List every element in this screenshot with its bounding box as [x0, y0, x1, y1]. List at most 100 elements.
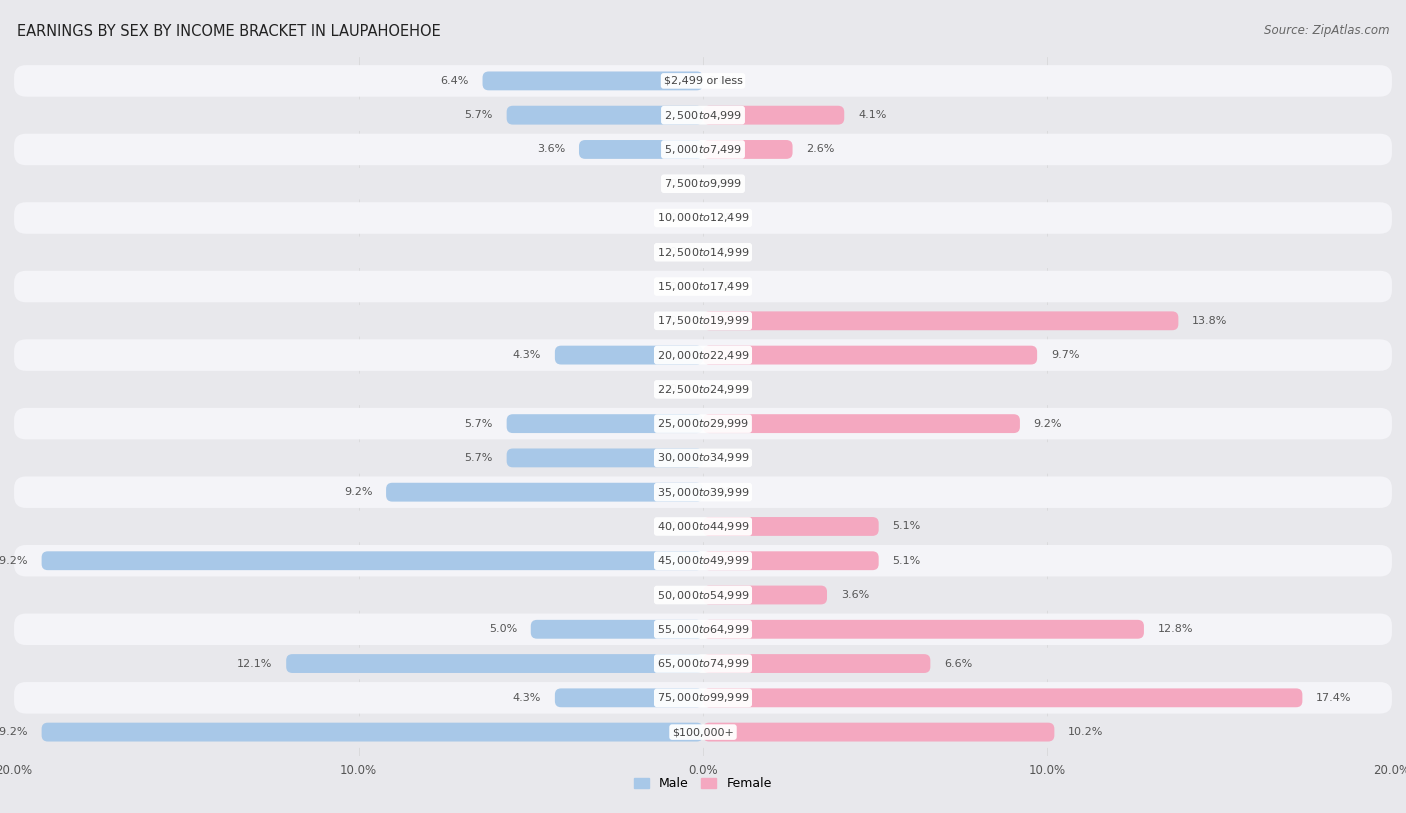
FancyBboxPatch shape [287, 654, 703, 673]
Text: 5.7%: 5.7% [464, 111, 494, 120]
FancyBboxPatch shape [14, 408, 1392, 439]
FancyBboxPatch shape [387, 483, 703, 502]
FancyBboxPatch shape [14, 65, 1392, 97]
Text: 3.6%: 3.6% [841, 590, 869, 600]
Text: 5.1%: 5.1% [893, 521, 921, 532]
Text: 0.0%: 0.0% [669, 281, 697, 292]
FancyBboxPatch shape [555, 689, 703, 707]
FancyBboxPatch shape [703, 140, 793, 159]
FancyBboxPatch shape [506, 414, 703, 433]
FancyBboxPatch shape [14, 579, 1392, 611]
FancyBboxPatch shape [703, 620, 1144, 639]
FancyBboxPatch shape [42, 723, 703, 741]
FancyBboxPatch shape [14, 271, 1392, 302]
Text: 5.0%: 5.0% [489, 624, 517, 634]
Text: 6.4%: 6.4% [440, 76, 468, 86]
FancyBboxPatch shape [703, 551, 879, 570]
Text: $50,000 to $54,999: $50,000 to $54,999 [657, 589, 749, 602]
Text: 5.7%: 5.7% [464, 419, 494, 428]
Text: 5.7%: 5.7% [464, 453, 494, 463]
Text: 0.0%: 0.0% [669, 385, 697, 394]
FancyBboxPatch shape [531, 620, 703, 639]
FancyBboxPatch shape [14, 716, 1392, 748]
Text: $2,499 or less: $2,499 or less [664, 76, 742, 86]
Text: 0.0%: 0.0% [709, 487, 737, 498]
Text: 0.0%: 0.0% [669, 213, 697, 223]
Text: 0.0%: 0.0% [669, 247, 697, 257]
FancyBboxPatch shape [14, 202, 1392, 234]
FancyBboxPatch shape [506, 106, 703, 124]
Text: EARNINGS BY SEX BY INCOME BRACKET IN LAUPAHOEHOE: EARNINGS BY SEX BY INCOME BRACKET IN LAU… [17, 24, 440, 39]
Text: $7,500 to $9,999: $7,500 to $9,999 [664, 177, 742, 190]
Text: 0.0%: 0.0% [709, 247, 737, 257]
FancyBboxPatch shape [14, 545, 1392, 576]
FancyBboxPatch shape [14, 237, 1392, 268]
Text: 9.2%: 9.2% [344, 487, 373, 498]
FancyBboxPatch shape [703, 106, 844, 124]
Text: 5.1%: 5.1% [893, 556, 921, 566]
FancyBboxPatch shape [703, 585, 827, 604]
Text: 0.0%: 0.0% [709, 281, 737, 292]
Text: 2.6%: 2.6% [807, 145, 835, 154]
Text: 17.4%: 17.4% [1316, 693, 1351, 702]
Text: 19.2%: 19.2% [0, 727, 28, 737]
Text: $20,000 to $22,499: $20,000 to $22,499 [657, 349, 749, 362]
Text: 9.2%: 9.2% [1033, 419, 1062, 428]
FancyBboxPatch shape [14, 374, 1392, 405]
Text: 13.8%: 13.8% [1192, 315, 1227, 326]
Text: 10.2%: 10.2% [1069, 727, 1104, 737]
Text: 0.0%: 0.0% [709, 179, 737, 189]
Text: $45,000 to $49,999: $45,000 to $49,999 [657, 554, 749, 567]
Text: 0.0%: 0.0% [709, 213, 737, 223]
Text: $15,000 to $17,499: $15,000 to $17,499 [657, 280, 749, 293]
Text: 0.0%: 0.0% [669, 179, 697, 189]
FancyBboxPatch shape [14, 614, 1392, 645]
Text: $25,000 to $29,999: $25,000 to $29,999 [657, 417, 749, 430]
Text: 12.8%: 12.8% [1157, 624, 1194, 634]
Text: $30,000 to $34,999: $30,000 to $34,999 [657, 451, 749, 464]
FancyBboxPatch shape [14, 442, 1392, 474]
Text: $100,000+: $100,000+ [672, 727, 734, 737]
Text: 0.0%: 0.0% [709, 76, 737, 86]
Text: $10,000 to $12,499: $10,000 to $12,499 [657, 211, 749, 224]
FancyBboxPatch shape [703, 723, 1054, 741]
FancyBboxPatch shape [14, 99, 1392, 131]
Text: 0.0%: 0.0% [709, 385, 737, 394]
Text: 0.0%: 0.0% [669, 590, 697, 600]
FancyBboxPatch shape [703, 654, 931, 673]
FancyBboxPatch shape [14, 168, 1392, 199]
FancyBboxPatch shape [579, 140, 703, 159]
Text: $75,000 to $99,999: $75,000 to $99,999 [657, 691, 749, 704]
FancyBboxPatch shape [703, 346, 1038, 364]
FancyBboxPatch shape [14, 476, 1392, 508]
Text: $35,000 to $39,999: $35,000 to $39,999 [657, 485, 749, 498]
FancyBboxPatch shape [506, 449, 703, 467]
Text: $12,500 to $14,999: $12,500 to $14,999 [657, 246, 749, 259]
Text: $55,000 to $64,999: $55,000 to $64,999 [657, 623, 749, 636]
Text: 4.3%: 4.3% [513, 350, 541, 360]
FancyBboxPatch shape [14, 511, 1392, 542]
FancyBboxPatch shape [14, 305, 1392, 337]
FancyBboxPatch shape [42, 551, 703, 570]
FancyBboxPatch shape [14, 648, 1392, 680]
FancyBboxPatch shape [555, 346, 703, 364]
FancyBboxPatch shape [14, 682, 1392, 714]
FancyBboxPatch shape [703, 311, 1178, 330]
Text: $40,000 to $44,999: $40,000 to $44,999 [657, 520, 749, 533]
Text: $2,500 to $4,999: $2,500 to $4,999 [664, 109, 742, 122]
Text: $22,500 to $24,999: $22,500 to $24,999 [657, 383, 749, 396]
Text: 0.0%: 0.0% [669, 315, 697, 326]
Text: 4.1%: 4.1% [858, 111, 886, 120]
FancyBboxPatch shape [14, 339, 1392, 371]
Text: 12.1%: 12.1% [238, 659, 273, 668]
Text: 6.6%: 6.6% [945, 659, 973, 668]
Text: 3.6%: 3.6% [537, 145, 565, 154]
Text: $65,000 to $74,999: $65,000 to $74,999 [657, 657, 749, 670]
FancyBboxPatch shape [703, 517, 879, 536]
Text: 4.3%: 4.3% [513, 693, 541, 702]
FancyBboxPatch shape [14, 133, 1392, 165]
Text: $5,000 to $7,499: $5,000 to $7,499 [664, 143, 742, 156]
Text: Source: ZipAtlas.com: Source: ZipAtlas.com [1264, 24, 1389, 37]
Text: $17,500 to $19,999: $17,500 to $19,999 [657, 315, 749, 328]
Text: 0.0%: 0.0% [669, 521, 697, 532]
